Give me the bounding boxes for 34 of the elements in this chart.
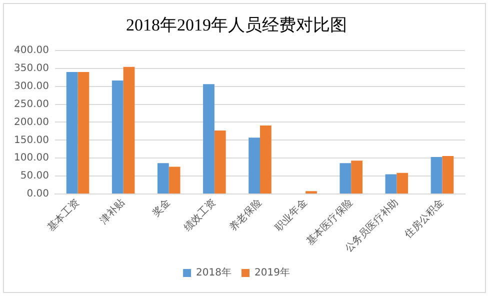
y-tick-label: 200.00 [14, 116, 49, 128]
bar [306, 191, 317, 194]
x-tick-label: 津补贴 [98, 196, 128, 226]
y-tick-label: 250.00 [14, 98, 49, 110]
bar [396, 172, 408, 194]
bar [157, 163, 169, 194]
bar [340, 163, 352, 194]
x-tick-label: 职业年金 [272, 196, 310, 234]
x-tick-label: 奖金 [150, 196, 173, 220]
chart-title: 2018年2019年人员经费对比图 [126, 16, 347, 35]
bar [112, 80, 124, 194]
bar [385, 174, 397, 194]
bar [442, 156, 454, 194]
y-tick-label: 50.00 [20, 170, 49, 182]
bar [430, 157, 442, 194]
bar [351, 160, 362, 194]
bar [78, 72, 90, 194]
bar [214, 130, 226, 194]
bar [203, 84, 214, 194]
legend-label: 2018年 [196, 266, 232, 279]
bar [260, 125, 272, 194]
x-tick-label: 养老保险 [227, 196, 264, 234]
bar [66, 72, 78, 194]
x-tick-label: 住房公积金 [402, 196, 446, 241]
x-tick-label: 绩效工资 [182, 196, 218, 234]
y-tick-label: 150.00 [14, 134, 49, 146]
y-tick-label: 300.00 [14, 80, 49, 92]
y-tick-label: 350.00 [14, 62, 49, 74]
bar [168, 166, 180, 194]
y-tick-label: 100.00 [14, 152, 49, 164]
legend-label: 2019年 [254, 266, 290, 279]
bar [123, 66, 135, 194]
bar [248, 138, 260, 194]
y-tick-label: 400.00 [14, 44, 49, 56]
